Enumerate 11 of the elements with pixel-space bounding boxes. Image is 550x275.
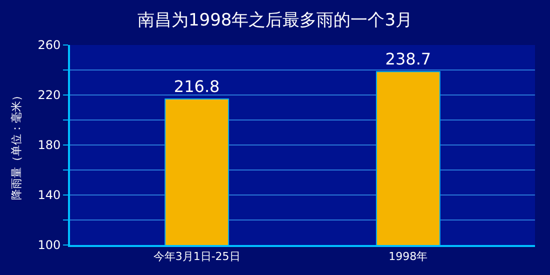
data-label: 216.8 xyxy=(174,77,220,96)
y-axis-title: 降雨量（单位：毫米） xyxy=(10,90,23,200)
x-tick-label: 1998年 xyxy=(388,250,428,264)
data-label: 238.7 xyxy=(385,50,432,69)
y-tick-label: 180 xyxy=(38,138,61,152)
y-tick-label: 220 xyxy=(38,88,61,102)
x-tick-label: 今年3月1日-25日 xyxy=(153,250,240,264)
y-tick-label: 140 xyxy=(38,188,61,202)
y-tick-label: 260 xyxy=(38,38,61,52)
y-tick-label: 100 xyxy=(38,238,61,252)
chart-title: 南昌为1998年之后最多雨的一个3月 xyxy=(137,10,413,31)
